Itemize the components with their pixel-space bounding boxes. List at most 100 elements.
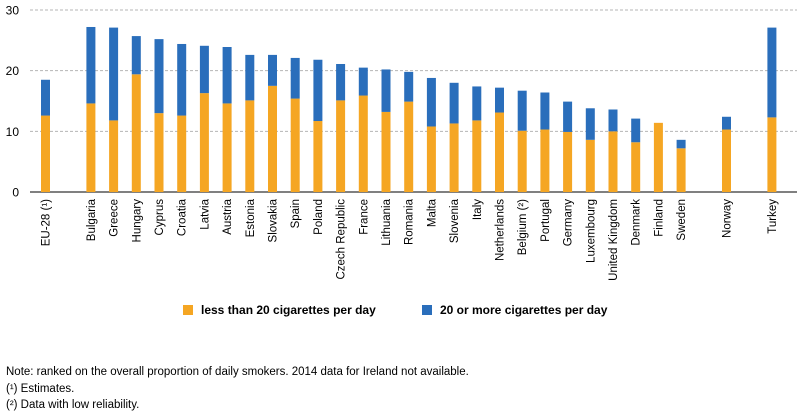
- y-tick-label: 0: [12, 186, 19, 200]
- bar-segment-less-than-20: [449, 123, 459, 192]
- x-tick-label: EU-28 (¹): [41, 199, 53, 246]
- bar-segment-20-or-more: [472, 86, 482, 121]
- y-tick-label: 20: [6, 64, 20, 78]
- x-tick-label: Spain: [290, 199, 302, 228]
- x-tick-label: Italy: [472, 199, 484, 220]
- x-tick-label: Germany: [563, 199, 575, 247]
- bar-segment-20-or-more: [381, 69, 391, 112]
- bar-segment-less-than-20: [177, 115, 187, 192]
- x-tick-label: Belgium (²): [517, 199, 529, 255]
- bar-segment-20-or-more: [41, 79, 50, 116]
- bar-segment-20-or-more: [517, 90, 527, 131]
- footnotes: Note: ranked on the overall proportion o…: [6, 364, 469, 414]
- bar-segment-20-or-more: [631, 118, 641, 143]
- bar-segment-20-or-more: [245, 54, 255, 101]
- x-tick-label: Greece: [109, 199, 121, 237]
- x-tick-label: Latvia: [199, 198, 211, 229]
- bar-segment-20-or-more: [222, 47, 232, 104]
- bar-segment-less-than-20: [109, 120, 119, 192]
- bar-segment-20-or-more: [722, 116, 731, 130]
- bar-segment-less-than-20: [608, 131, 618, 192]
- x-tick-label: Bulgaria: [86, 198, 98, 241]
- bar-segment-20-or-more: [358, 67, 368, 96]
- bar-segment-less-than-20: [585, 139, 595, 192]
- footnote-note: Note: ranked on the overall proportion o…: [6, 366, 469, 378]
- x-tick-label: Austria: [222, 198, 234, 234]
- bar-segment-20-or-more: [199, 45, 209, 94]
- bar-segment-less-than-20: [404, 101, 414, 192]
- bar-segment-less-than-20: [86, 103, 96, 192]
- legend-swatch-blue: [422, 305, 432, 315]
- legend-swatch-orange: [183, 305, 193, 315]
- bar-segment-20-or-more: [268, 54, 277, 86]
- x-tick-label: Luxembourg: [585, 199, 597, 263]
- bar-segment-less-than-20: [563, 131, 573, 192]
- bar-segment-20-or-more: [177, 43, 187, 116]
- bar-segment-less-than-20: [41, 115, 50, 192]
- bar-segment-20-or-more: [495, 87, 504, 113]
- bar-segment-less-than-20: [472, 120, 482, 192]
- bar-segment-less-than-20: [336, 100, 346, 192]
- bar-segment-less-than-20: [517, 130, 527, 192]
- bar-segment-less-than-20: [222, 103, 232, 192]
- y-axis-ticks: 0 10 20 30: [6, 4, 20, 200]
- bar-segment-20-or-more: [563, 101, 573, 132]
- bar-segment-less-than-20: [199, 93, 209, 192]
- footnote-low-reliability: (²) Data with low reliability.: [6, 399, 140, 411]
- x-tick-label: Norway: [722, 199, 734, 238]
- x-tick-label: Finland: [653, 199, 665, 237]
- bar-segment-less-than-20: [290, 98, 300, 192]
- x-tick-label: Netherlands: [495, 199, 507, 261]
- x-tick-label: Slovenia: [449, 198, 461, 243]
- bar-segment-20-or-more: [404, 71, 414, 102]
- bar-segment-20-or-more: [426, 77, 436, 127]
- bar-segment-20-or-more: [767, 27, 777, 118]
- x-axis-ticks: EU-28 (¹) Bulgaria Greece Hungary Cyprus Croa…: [41, 198, 779, 280]
- x-tick-label: Hungary: [131, 199, 143, 243]
- bar-segment-20-or-more: [313, 59, 323, 122]
- bar-segment-20-or-more: [676, 139, 686, 149]
- legend-item-less-than-20: less than 20 cigarettes per day: [183, 303, 376, 317]
- legend-label: 20 or more cigarettes per day: [440, 303, 608, 317]
- x-tick-label: Lithuania: [381, 198, 393, 245]
- x-tick-label: Sweden: [676, 199, 688, 241]
- x-tick-label: Slovakia: [268, 198, 280, 242]
- bar-segment-less-than-20: [381, 111, 391, 192]
- bar-segment-less-than-20: [358, 95, 368, 192]
- x-tick-label: Turkey: [767, 199, 779, 234]
- legend: less than 20 cigarettes per day 20 or mo…: [0, 303, 805, 323]
- bar-segment-less-than-20: [722, 129, 731, 192]
- bar-segment-less-than-20: [245, 100, 255, 192]
- x-tick-label: Cyprus: [154, 199, 166, 236]
- x-tick-label: Portugal: [540, 199, 552, 242]
- x-tick-label: Czech Republic: [336, 199, 348, 280]
- bar-segment-less-than-20: [676, 148, 686, 192]
- bar-segment-20-or-more: [336, 63, 346, 101]
- bar-segment-20-or-more: [585, 108, 595, 140]
- x-tick-label: Croatia: [177, 198, 189, 236]
- x-tick-label: Poland: [313, 199, 325, 235]
- x-tick-label: Estonia: [245, 198, 257, 237]
- bar-segment-less-than-20: [426, 126, 436, 192]
- x-tick-label: Malta: [426, 198, 438, 227]
- x-tick-label: Romania: [404, 198, 416, 245]
- bar-segment-less-than-20: [540, 129, 550, 192]
- legend-item-20-or-more: 20 or more cigarettes per day: [422, 303, 607, 317]
- bar-segment-20-or-more: [131, 36, 141, 75]
- bar-segment-less-than-20: [154, 113, 164, 192]
- stacked-bar-chart: 0 10 20 30 EU-28 (¹) Bulgaria Greece Hungary Cy…: [6, 4, 797, 281]
- y-tick-label: 30: [6, 4, 20, 18]
- bar-segment-20-or-more: [154, 39, 164, 114]
- footnote-estimates: (¹) Estimates.: [6, 382, 75, 395]
- x-tick-label: Denmark: [631, 199, 643, 246]
- bars: [41, 26, 777, 192]
- x-tick-label: France: [358, 199, 370, 235]
- bar-segment-less-than-20: [268, 85, 277, 192]
- bar-segment-less-than-20: [767, 117, 777, 192]
- x-tick-label: United Kingdom: [608, 199, 620, 281]
- bar-segment-less-than-20: [313, 121, 323, 192]
- bar-segment-20-or-more: [290, 57, 300, 99]
- bar-segment-20-or-more: [449, 82, 459, 124]
- bar-segment-less-than-20: [131, 74, 141, 192]
- bar-segment-20-or-more: [86, 26, 96, 104]
